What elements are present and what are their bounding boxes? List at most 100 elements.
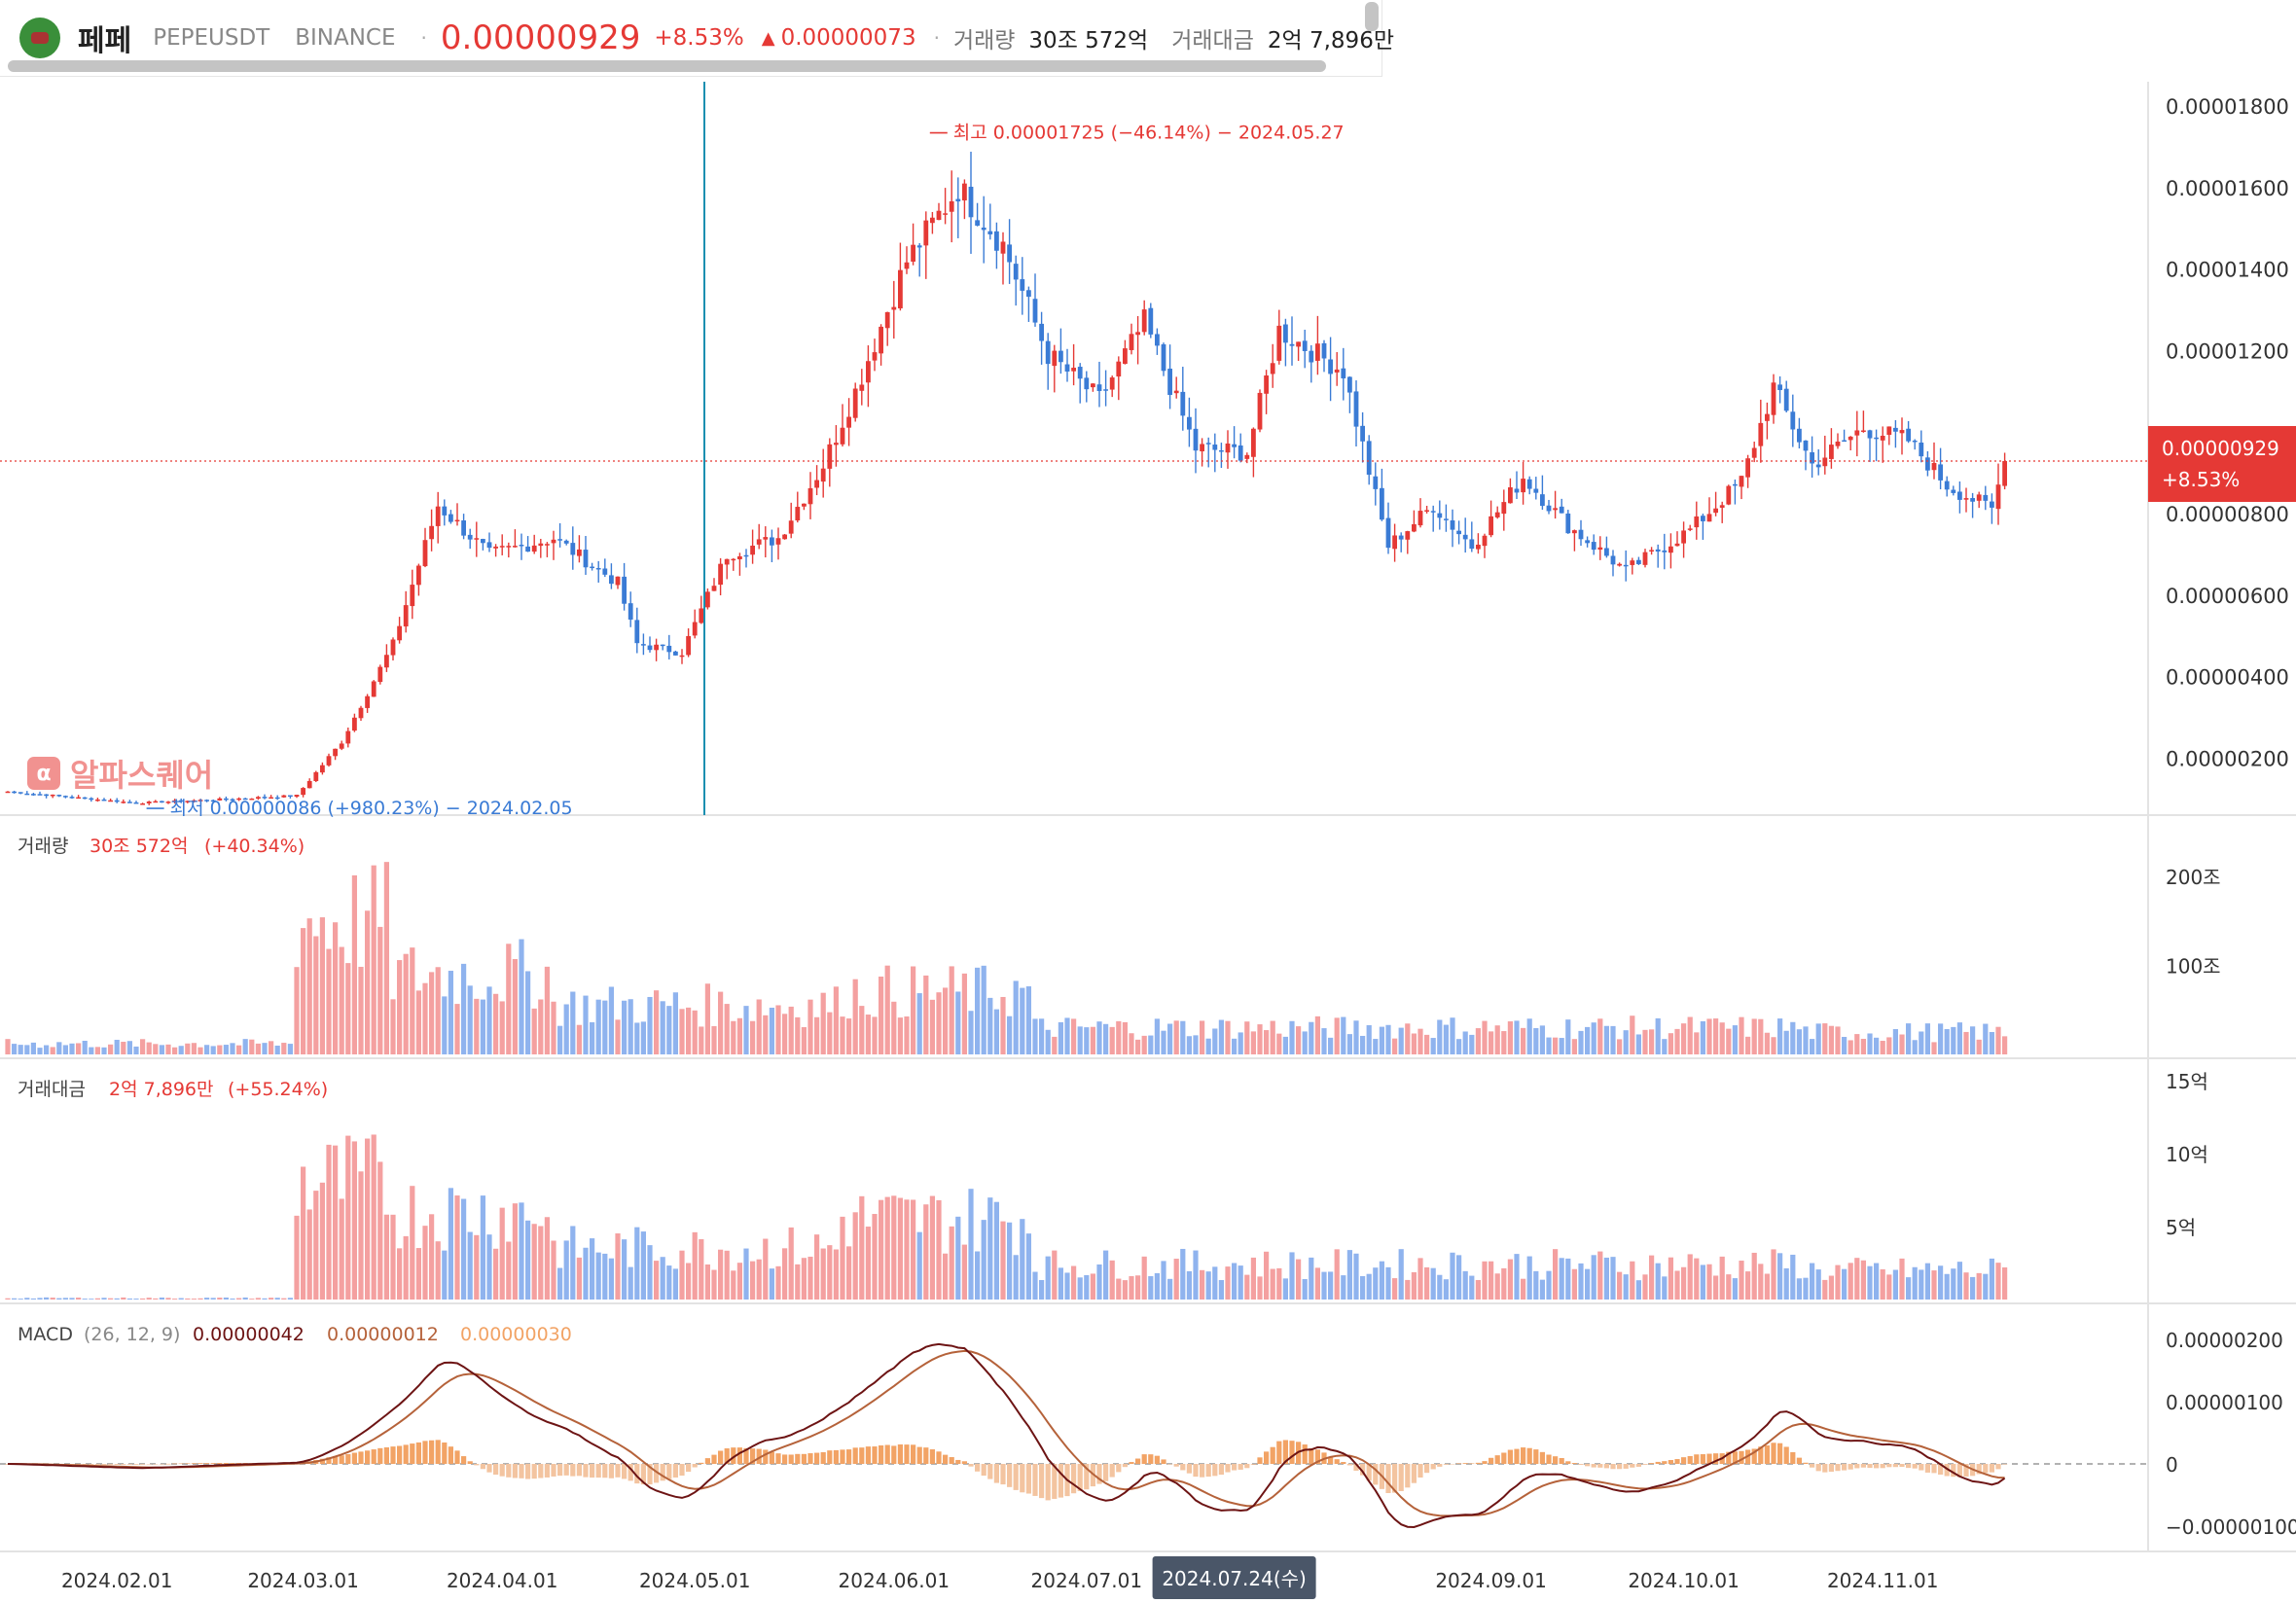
macd-hist-bar bbox=[1514, 1448, 1520, 1464]
volume-bar bbox=[474, 998, 480, 1054]
macd-hist-bar bbox=[1886, 1464, 1892, 1468]
volume-bar bbox=[1944, 1028, 1950, 1054]
macd-hist-bar bbox=[126, 1464, 132, 1465]
amount-bar bbox=[1694, 1258, 1700, 1300]
candle bbox=[69, 797, 75, 799]
macd-hist-bar bbox=[82, 1464, 88, 1465]
volume-bar bbox=[1013, 980, 1019, 1054]
amount-bar bbox=[1726, 1274, 1732, 1300]
volume-bar bbox=[904, 1015, 910, 1054]
macd-hist-bar bbox=[1212, 1464, 1218, 1477]
macd-hist-bar bbox=[1084, 1464, 1090, 1490]
macd-hist-bar bbox=[1880, 1464, 1885, 1469]
volume-bar bbox=[249, 1039, 255, 1054]
volume-bar bbox=[647, 996, 653, 1054]
macd-hist-bar bbox=[961, 1461, 967, 1464]
candle bbox=[1257, 392, 1263, 430]
amount-bar bbox=[672, 1268, 678, 1300]
volume-bar bbox=[333, 922, 339, 1054]
candle bbox=[121, 802, 126, 803]
amount-bar bbox=[422, 1226, 428, 1300]
amount-bar bbox=[1462, 1270, 1468, 1300]
volume-bar bbox=[692, 1010, 698, 1054]
vertical-scrollbar[interactable] bbox=[1365, 2, 1379, 31]
amount-bar bbox=[1635, 1280, 1641, 1300]
amount-bar bbox=[410, 1186, 415, 1300]
candle bbox=[146, 802, 152, 803]
candle bbox=[153, 801, 159, 803]
volume-bar bbox=[1180, 1020, 1186, 1054]
candle bbox=[994, 231, 999, 251]
amount-bar bbox=[333, 1145, 339, 1300]
candle bbox=[583, 550, 589, 568]
amount-bar bbox=[62, 1298, 68, 1300]
amount-bar bbox=[255, 1298, 261, 1300]
macd-hist-bar bbox=[1417, 1464, 1423, 1478]
volume-bar bbox=[879, 976, 884, 1054]
candle bbox=[1064, 364, 1070, 372]
x-tick-label: 2024.05.01 bbox=[639, 1569, 751, 1592]
candle bbox=[814, 480, 819, 488]
macd-hist-bar bbox=[756, 1448, 762, 1464]
macd-hist-bar bbox=[583, 1464, 589, 1478]
amount-bar bbox=[1886, 1274, 1892, 1300]
candle bbox=[827, 444, 833, 469]
macd-hist-bar bbox=[1103, 1464, 1109, 1481]
volume-bar bbox=[1771, 1037, 1776, 1054]
macd-hist-bar bbox=[159, 1464, 164, 1465]
volume-bar bbox=[1521, 1027, 1526, 1054]
volume-bar bbox=[1270, 1020, 1275, 1054]
volume-bar bbox=[1437, 1019, 1443, 1054]
amount-bar bbox=[1494, 1273, 1500, 1300]
horizontal-scrollbar[interactable] bbox=[8, 60, 1326, 72]
macd-hist-bar bbox=[846, 1449, 852, 1464]
macd-hist-bar bbox=[1713, 1453, 1719, 1464]
volume-bar bbox=[1424, 1034, 1430, 1054]
candle bbox=[1803, 440, 1809, 451]
macd-hist-bar bbox=[1635, 1464, 1641, 1467]
volume-bar bbox=[146, 1042, 152, 1054]
volume-bar bbox=[1585, 1026, 1591, 1054]
macd-hist-bar bbox=[1360, 1464, 1366, 1476]
candle bbox=[1219, 449, 1224, 452]
volume-bar bbox=[1469, 1034, 1475, 1054]
amount-tick-label: 10억 bbox=[2166, 1143, 2208, 1166]
macd-hist-bar bbox=[1341, 1462, 1346, 1464]
amount-bar bbox=[788, 1227, 794, 1300]
candle bbox=[513, 546, 518, 548]
amount-bar bbox=[686, 1263, 692, 1300]
volume-bar bbox=[1790, 1021, 1796, 1054]
amount-bar bbox=[1514, 1254, 1520, 1300]
macd-hist-bar bbox=[1161, 1459, 1166, 1464]
candle bbox=[743, 554, 749, 557]
amount-bar bbox=[1385, 1266, 1391, 1300]
macd-hist-bar bbox=[718, 1450, 724, 1464]
candle bbox=[1983, 494, 1989, 501]
change-percent: +8.53% bbox=[654, 25, 744, 51]
candle bbox=[525, 546, 530, 552]
x-tick-label: 2024.06.01 bbox=[839, 1569, 951, 1592]
amount-bar bbox=[1071, 1265, 1077, 1300]
macd-hist-bar bbox=[1129, 1462, 1134, 1464]
amount-bar bbox=[1803, 1277, 1809, 1300]
candle bbox=[1848, 436, 1853, 441]
candle bbox=[95, 799, 100, 802]
amount-bar bbox=[628, 1266, 633, 1300]
macd-hist-bar bbox=[1681, 1457, 1687, 1464]
candle bbox=[1925, 457, 1930, 471]
candle bbox=[1829, 445, 1834, 459]
candle bbox=[1296, 341, 1301, 347]
macd-hist-bar bbox=[1700, 1454, 1705, 1464]
candle bbox=[1822, 457, 1828, 467]
candle bbox=[127, 802, 132, 803]
macd-hist-bar bbox=[197, 1463, 203, 1464]
amount-bar bbox=[30, 1298, 36, 1300]
volume-bar bbox=[583, 995, 589, 1054]
candle bbox=[647, 645, 653, 651]
volume-bar bbox=[1533, 1027, 1539, 1054]
amount-bar bbox=[1430, 1267, 1436, 1300]
volume-bar bbox=[1411, 1033, 1417, 1054]
up-triangle-icon: ▲ bbox=[761, 27, 775, 49]
amount-bar bbox=[140, 1298, 146, 1300]
